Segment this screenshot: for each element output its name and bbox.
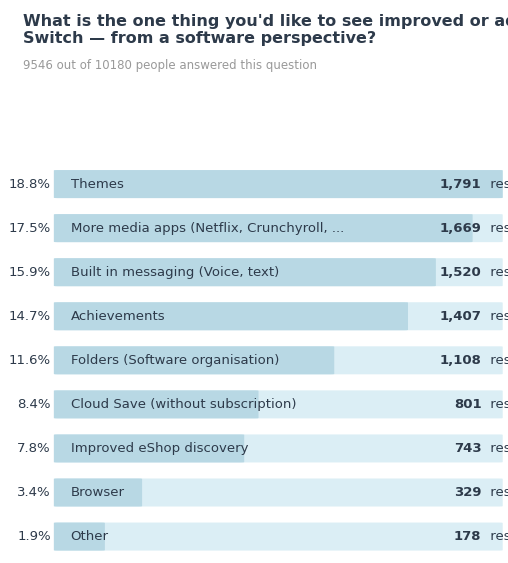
Text: 11.6%: 11.6%: [9, 354, 51, 367]
Text: 1,669: 1,669: [439, 222, 482, 235]
FancyBboxPatch shape: [54, 390, 259, 418]
FancyBboxPatch shape: [54, 170, 503, 198]
Text: responses: responses: [486, 486, 508, 499]
Text: responses: responses: [486, 398, 508, 411]
FancyBboxPatch shape: [54, 522, 503, 551]
Text: Built in messaging (Voice, text): Built in messaging (Voice, text): [71, 266, 279, 279]
Text: responses: responses: [486, 530, 508, 543]
Text: responses: responses: [486, 310, 508, 323]
FancyBboxPatch shape: [54, 390, 503, 418]
Text: What is the one thing you'd like to see improved or added to the: What is the one thing you'd like to see …: [23, 14, 508, 29]
FancyBboxPatch shape: [54, 435, 503, 462]
Text: 15.9%: 15.9%: [9, 266, 51, 279]
Text: 1,791: 1,791: [440, 177, 482, 191]
Text: 7.8%: 7.8%: [17, 442, 51, 455]
Text: 17.5%: 17.5%: [9, 222, 51, 235]
Text: Other: Other: [71, 530, 109, 543]
FancyBboxPatch shape: [54, 435, 244, 462]
FancyBboxPatch shape: [54, 346, 334, 374]
Text: 1,520: 1,520: [440, 266, 482, 279]
Text: Themes: Themes: [71, 177, 123, 191]
FancyBboxPatch shape: [54, 214, 503, 242]
Text: 801: 801: [454, 398, 482, 411]
FancyBboxPatch shape: [54, 214, 472, 242]
Text: 1,108: 1,108: [439, 354, 482, 367]
Text: 329: 329: [454, 486, 482, 499]
FancyBboxPatch shape: [54, 346, 503, 374]
Text: 743: 743: [454, 442, 482, 455]
FancyBboxPatch shape: [54, 479, 503, 507]
Text: 3.4%: 3.4%: [17, 486, 51, 499]
Text: 8.4%: 8.4%: [17, 398, 51, 411]
FancyBboxPatch shape: [54, 479, 142, 507]
FancyBboxPatch shape: [54, 170, 503, 198]
Text: Browser: Browser: [71, 486, 124, 499]
Text: 1.9%: 1.9%: [17, 530, 51, 543]
FancyBboxPatch shape: [54, 302, 408, 330]
FancyBboxPatch shape: [54, 258, 503, 286]
Text: 9546 out of 10180 people answered this question: 9546 out of 10180 people answered this q…: [23, 59, 317, 72]
Text: 178: 178: [454, 530, 482, 543]
Text: responses: responses: [486, 222, 508, 235]
Text: responses: responses: [486, 266, 508, 279]
Text: responses: responses: [486, 442, 508, 455]
FancyBboxPatch shape: [54, 522, 105, 551]
Text: responses: responses: [486, 177, 508, 191]
Text: 18.8%: 18.8%: [9, 177, 51, 191]
Text: More media apps (Netflix, Crunchyroll, ...: More media apps (Netflix, Crunchyroll, .…: [71, 222, 344, 235]
Text: Improved eShop discovery: Improved eShop discovery: [71, 442, 248, 455]
Text: 1,407: 1,407: [439, 310, 482, 323]
Text: responses: responses: [486, 354, 508, 367]
Text: Folders (Software organisation): Folders (Software organisation): [71, 354, 279, 367]
Text: Cloud Save (without subscription): Cloud Save (without subscription): [71, 398, 296, 411]
Text: 14.7%: 14.7%: [9, 310, 51, 323]
Text: Achievements: Achievements: [71, 310, 165, 323]
FancyBboxPatch shape: [54, 258, 436, 286]
Text: Switch — from a software perspective?: Switch — from a software perspective?: [23, 31, 376, 46]
FancyBboxPatch shape: [54, 302, 503, 330]
